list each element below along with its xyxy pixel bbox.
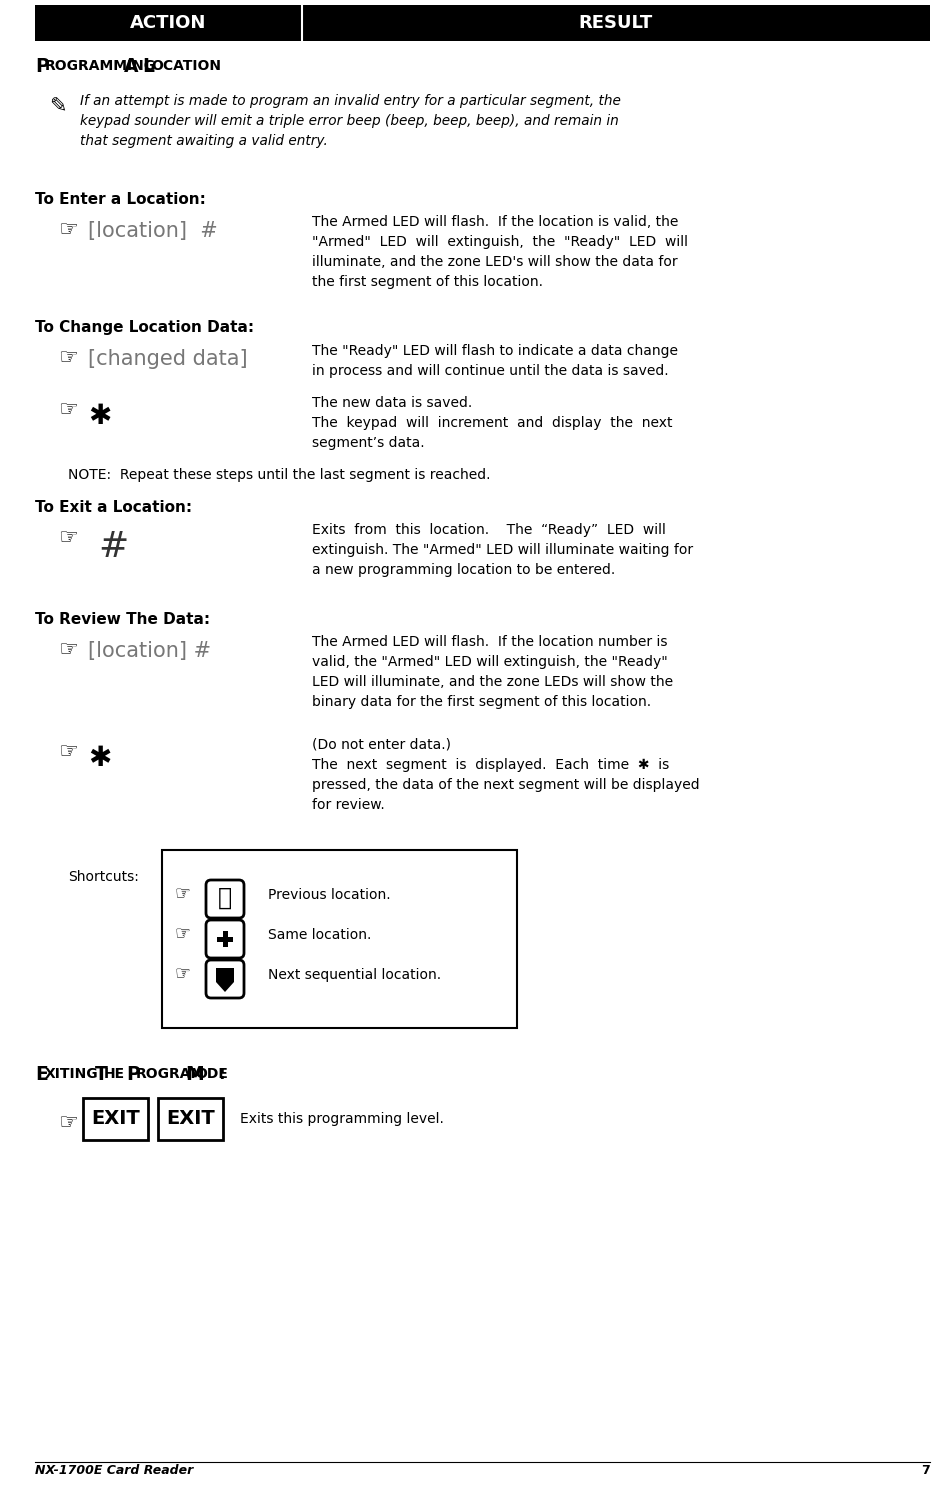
Text: :: : xyxy=(218,1064,224,1082)
Bar xyxy=(35,4,930,40)
Text: [changed data]: [changed data] xyxy=(88,349,248,368)
Bar xyxy=(158,1097,223,1141)
Text: M: M xyxy=(186,1064,205,1084)
Text: ☞: ☞ xyxy=(58,528,78,548)
Bar xyxy=(83,1097,148,1141)
Text: E: E xyxy=(35,1064,48,1084)
Text: ✱: ✱ xyxy=(89,744,111,772)
Text: ☞: ☞ xyxy=(175,885,191,903)
Text: 🔥: 🔥 xyxy=(218,886,232,910)
Text: ACTION: ACTION xyxy=(130,13,207,31)
Text: ROGRAMMING: ROGRAMMING xyxy=(44,58,156,72)
Text: P: P xyxy=(35,57,49,76)
Text: NX-1700E Card Reader: NX-1700E Card Reader xyxy=(35,1464,193,1478)
Text: ROGRAM: ROGRAM xyxy=(136,1066,205,1081)
Text: 7: 7 xyxy=(921,1464,930,1478)
Text: A: A xyxy=(124,57,138,76)
Text: The "Ready" LED will flash to indicate a data change
in process and will continu: The "Ready" LED will flash to indicate a… xyxy=(312,344,678,379)
Text: If an attempt is made to program an invalid entry for a particular segment, the
: If an attempt is made to program an inva… xyxy=(80,94,620,148)
Text: [location]  #: [location] # xyxy=(88,222,218,241)
Text: ☞: ☞ xyxy=(58,743,78,762)
Text: RESULT: RESULT xyxy=(579,13,653,31)
Text: ☞: ☞ xyxy=(175,964,191,982)
FancyBboxPatch shape xyxy=(206,960,244,998)
Text: Next sequential location.: Next sequential location. xyxy=(268,969,441,982)
Polygon shape xyxy=(216,969,234,993)
FancyBboxPatch shape xyxy=(206,880,244,918)
Text: XITING: XITING xyxy=(44,1066,98,1081)
Text: (Do not enter data.)
The  next  segment  is  displayed.  Each  time  ✱  is
press: (Do not enter data.) The next segment is… xyxy=(312,738,700,813)
Text: ☞: ☞ xyxy=(58,641,78,660)
Text: ODE: ODE xyxy=(195,1066,228,1081)
Text: T: T xyxy=(94,1064,108,1084)
Text: EXIT: EXIT xyxy=(91,1109,140,1129)
Bar xyxy=(223,931,227,948)
Text: [location] #: [location] # xyxy=(88,641,211,662)
Text: ☞: ☞ xyxy=(58,400,78,421)
Text: The Armed LED will flash.  If the location number is
valid, the "Armed" LED will: The Armed LED will flash. If the locatio… xyxy=(312,635,673,710)
Text: ☞: ☞ xyxy=(58,347,78,368)
Bar xyxy=(217,937,233,942)
Text: Exits  from  this  location.    The  “Ready”  LED  will
extinguish. The "Armed" : Exits from this location. The “Ready” LE… xyxy=(312,522,693,578)
Text: To Enter a Location:: To Enter a Location: xyxy=(35,192,206,207)
Text: Exits this programming level.: Exits this programming level. xyxy=(240,1112,444,1126)
Text: P: P xyxy=(126,1064,140,1084)
Text: ☞: ☞ xyxy=(58,1112,78,1133)
FancyBboxPatch shape xyxy=(206,921,244,958)
Text: To Review The Data:: To Review The Data: xyxy=(35,612,210,627)
Text: EXIT: EXIT xyxy=(166,1109,215,1129)
Text: The Armed LED will flash.  If the location is valid, the
"Armed"  LED  will  ext: The Armed LED will flash. If the locatio… xyxy=(312,216,688,289)
Text: L: L xyxy=(142,57,154,76)
Text: ☞: ☞ xyxy=(175,924,191,942)
Text: Same location.: Same location. xyxy=(268,928,372,942)
Text: ☞: ☞ xyxy=(58,220,78,240)
Text: To Exit a Location:: To Exit a Location: xyxy=(35,500,192,515)
Bar xyxy=(162,850,517,1028)
Text: ✱: ✱ xyxy=(89,403,111,430)
Text: NOTE:  Repeat these steps until the last segment is reached.: NOTE: Repeat these steps until the last … xyxy=(68,469,490,482)
Text: ✎: ✎ xyxy=(49,96,67,115)
Text: The new data is saved.
The  keypad  will  increment  and  display  the  next
seg: The new data is saved. The keypad will i… xyxy=(312,397,672,451)
Text: To Change Location Data:: To Change Location Data: xyxy=(35,320,254,335)
Text: Shortcuts:: Shortcuts: xyxy=(68,870,139,885)
Text: #: # xyxy=(98,530,128,564)
Text: OCATION: OCATION xyxy=(152,58,222,72)
Text: Previous location.: Previous location. xyxy=(268,888,390,903)
Text: HE: HE xyxy=(104,1066,125,1081)
